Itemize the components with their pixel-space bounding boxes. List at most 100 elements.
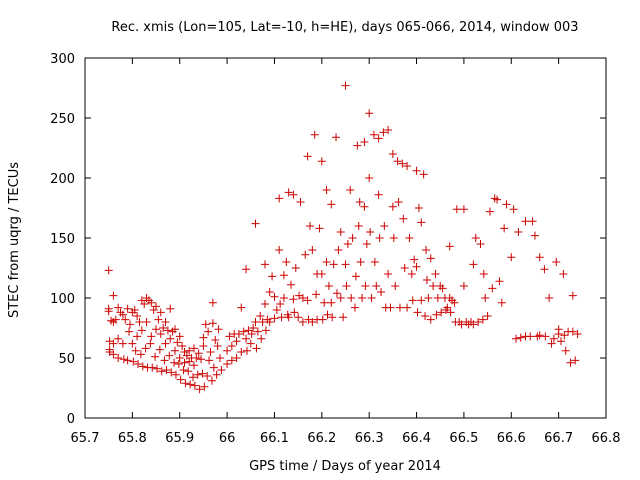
data-point bbox=[348, 234, 357, 242]
data-point bbox=[350, 303, 359, 312]
data-point bbox=[165, 351, 174, 360]
x-tick-label: 65.8 bbox=[118, 431, 147, 446]
data-point bbox=[129, 357, 138, 366]
data-point bbox=[257, 334, 266, 343]
data-point bbox=[355, 198, 364, 206]
data-point bbox=[190, 381, 199, 390]
y-tick-label: 50 bbox=[58, 352, 75, 367]
data-point bbox=[561, 346, 570, 355]
data-point bbox=[186, 380, 195, 389]
data-point bbox=[104, 266, 113, 275]
data-point bbox=[203, 372, 212, 380]
data-point bbox=[443, 303, 452, 312]
data-point bbox=[341, 81, 350, 90]
data-point bbox=[209, 363, 218, 372]
data-point bbox=[270, 314, 279, 323]
data-point bbox=[399, 214, 408, 223]
data-point bbox=[332, 289, 341, 298]
data-point bbox=[315, 224, 324, 233]
data-point bbox=[227, 342, 236, 350]
data-point bbox=[136, 350, 145, 359]
data-point bbox=[424, 294, 433, 302]
data-point bbox=[303, 296, 312, 305]
data-point bbox=[422, 276, 431, 284]
data-point bbox=[417, 296, 426, 305]
x-tick-label: 66.5 bbox=[449, 431, 478, 446]
data-point bbox=[175, 354, 184, 362]
data-point bbox=[457, 320, 466, 329]
data-point bbox=[301, 250, 310, 259]
data-point bbox=[141, 344, 150, 353]
data-point bbox=[322, 186, 331, 194]
data-point bbox=[388, 202, 397, 211]
data-point bbox=[521, 217, 530, 226]
data-point bbox=[516, 333, 525, 342]
data-point bbox=[258, 318, 267, 326]
data-point bbox=[234, 330, 243, 338]
data-point bbox=[308, 246, 317, 254]
data-point bbox=[277, 313, 286, 322]
data-point bbox=[407, 270, 416, 278]
data-point bbox=[324, 282, 333, 290]
y-tick-label: 300 bbox=[50, 52, 75, 67]
data-point bbox=[242, 334, 251, 343]
data-point bbox=[366, 228, 375, 236]
data-point bbox=[358, 294, 367, 302]
data-point bbox=[362, 240, 371, 248]
data-point bbox=[188, 373, 197, 382]
data-point bbox=[559, 270, 568, 278]
data-point bbox=[237, 348, 246, 356]
data-point bbox=[433, 294, 442, 302]
data-point bbox=[208, 298, 217, 307]
data-point bbox=[260, 300, 269, 308]
data-point bbox=[152, 325, 161, 334]
data-point bbox=[282, 258, 291, 266]
data-point bbox=[159, 324, 168, 332]
data-point bbox=[294, 313, 303, 322]
data-point bbox=[109, 350, 118, 359]
data-point bbox=[178, 342, 187, 350]
data-point bbox=[488, 284, 497, 293]
data-point bbox=[500, 224, 509, 233]
data-point bbox=[128, 339, 137, 348]
data-point bbox=[242, 265, 251, 274]
x-tick-label: 66.7 bbox=[544, 431, 573, 446]
data-point bbox=[134, 360, 143, 368]
data-point bbox=[459, 205, 468, 214]
data-point bbox=[246, 339, 255, 348]
data-point bbox=[199, 333, 208, 342]
data-point bbox=[272, 306, 281, 314]
data-point bbox=[170, 358, 179, 367]
data-point bbox=[412, 166, 421, 175]
data-point bbox=[552, 258, 561, 266]
data-point bbox=[232, 354, 241, 362]
data-point bbox=[290, 308, 299, 317]
data-point bbox=[571, 356, 580, 365]
data-point bbox=[509, 205, 518, 214]
y-tick-label: 250 bbox=[50, 112, 75, 127]
data-point bbox=[156, 308, 165, 317]
data-point bbox=[275, 246, 284, 254]
data-point bbox=[181, 379, 190, 388]
data-point bbox=[343, 240, 352, 248]
x-tick-label: 66.4 bbox=[402, 431, 431, 446]
data-point bbox=[437, 308, 446, 317]
data-point bbox=[170, 325, 179, 334]
data-point bbox=[204, 327, 213, 336]
data-point bbox=[109, 291, 118, 300]
data-point bbox=[242, 346, 251, 355]
data-point bbox=[163, 326, 172, 335]
data-point bbox=[298, 294, 307, 302]
data-point bbox=[215, 354, 224, 362]
data-point bbox=[342, 282, 351, 290]
data-point bbox=[377, 288, 386, 296]
data-point bbox=[298, 318, 307, 326]
data-point bbox=[223, 360, 232, 368]
data-point bbox=[180, 358, 189, 367]
data-point bbox=[485, 207, 494, 216]
data-point bbox=[256, 312, 265, 320]
data-point bbox=[474, 318, 483, 326]
data-point bbox=[207, 376, 216, 385]
data-point bbox=[174, 360, 183, 368]
data-point bbox=[327, 200, 336, 209]
